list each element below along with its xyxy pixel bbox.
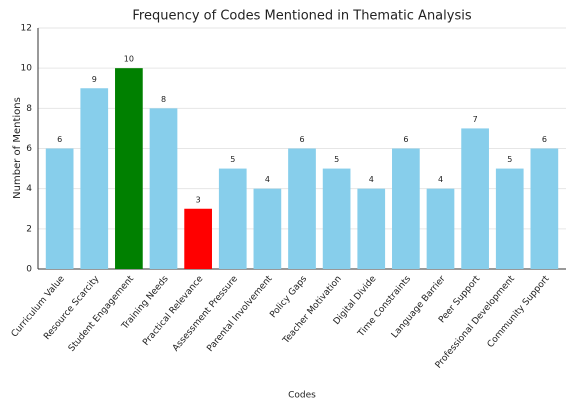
bar xyxy=(115,68,143,270)
bar xyxy=(392,148,420,269)
x-tick-label: Parental Involvement xyxy=(205,274,275,354)
bar xyxy=(461,128,489,269)
bar xyxy=(253,188,282,269)
y-tick-label: 2 xyxy=(26,224,32,234)
bar xyxy=(530,148,559,269)
bar xyxy=(218,168,247,269)
x-tick-label: Teacher Motivation xyxy=(281,274,344,346)
x-axis-label: Codes xyxy=(288,391,316,401)
value-label: 6 xyxy=(403,135,408,144)
x-tick-label: Community Support xyxy=(486,274,552,350)
value-label: 4 xyxy=(265,175,270,184)
value-label: 7 xyxy=(473,115,478,124)
value-label: 6 xyxy=(542,135,547,144)
x-tick-label: Assessment Pressure xyxy=(171,274,240,354)
value-label: 10 xyxy=(124,55,134,64)
y-tick-label: 6 xyxy=(26,144,32,154)
x-tick-label: Student Engagement xyxy=(67,274,136,354)
y-tick-label: 10 xyxy=(21,64,33,74)
bar xyxy=(322,168,351,269)
y-tick-label: 12 xyxy=(21,24,32,34)
y-tick-label: 8 xyxy=(26,104,32,114)
bar xyxy=(426,188,455,269)
y-tick-label: 4 xyxy=(26,184,32,194)
value-label: 5 xyxy=(507,155,512,164)
value-label: 5 xyxy=(334,155,339,164)
bar xyxy=(288,148,316,269)
chart-title: Frequency of Codes Mentioned in Thematic… xyxy=(132,9,471,24)
bar xyxy=(184,208,212,269)
value-label: 8 xyxy=(161,95,166,104)
value-label: 6 xyxy=(57,135,62,144)
bar xyxy=(495,168,524,269)
value-label: 4 xyxy=(369,175,374,184)
y-tick-label: 0 xyxy=(26,265,32,275)
value-label: 5 xyxy=(230,155,235,164)
value-label: 3 xyxy=(196,195,201,204)
value-label: 4 xyxy=(438,175,443,184)
bar xyxy=(357,188,386,269)
value-label: 9 xyxy=(92,75,97,84)
bar xyxy=(149,108,178,269)
x-tick-label: Practical Relevance xyxy=(141,274,205,348)
bar xyxy=(80,88,109,269)
value-label: 6 xyxy=(299,135,304,144)
bar xyxy=(45,148,74,269)
y-axis-label: Number of Mentions xyxy=(12,97,23,199)
